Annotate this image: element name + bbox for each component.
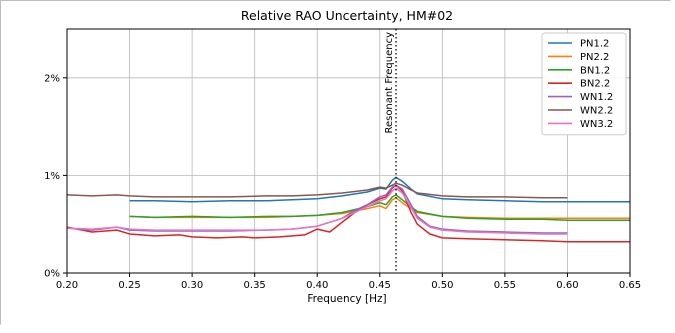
x-tick-label-9: 0.65 xyxy=(619,280,641,291)
x-tick-label-2: 0.30 xyxy=(181,280,203,291)
y-tick-label-1: 1% xyxy=(44,171,60,182)
legend: PN1.2 PN2.2 BN1.2 BN2.2 WN1.2 WN2.2 WN3.2 xyxy=(541,32,627,136)
y-tick-label-0: 0% xyxy=(44,269,60,280)
legend-label-wn2-2: WN2.2 xyxy=(580,106,613,117)
legend-label-bn1-2: BN1.2 xyxy=(580,65,610,76)
x-tick-label-7: 0.55 xyxy=(494,280,516,291)
series-line-wn3-2 xyxy=(66,187,568,235)
y-axis-ticks: 0% 1% 2% xyxy=(44,73,67,280)
series-line-wn1-2 xyxy=(66,184,568,234)
legend-label-bn2-2: BN2.2 xyxy=(580,79,610,90)
series-line-bn1-2 xyxy=(129,194,630,222)
series-line-wn2-2 xyxy=(66,182,568,199)
series-line-pn1-2 xyxy=(129,176,630,203)
x-tick-label-3: 0.35 xyxy=(244,280,266,291)
series-line-bn2-2 xyxy=(66,184,630,243)
chart-title: Relative RAO Uncertainty, HM#02 xyxy=(241,8,453,23)
x-tick-label-5: 0.45 xyxy=(369,280,391,291)
resonant-frequency-label: Resonant Frequency xyxy=(384,32,395,134)
y-tick-label-2: 2% xyxy=(44,73,60,84)
legend-label-pn1-2: PN1.2 xyxy=(580,39,609,50)
x-tick-label-6: 0.50 xyxy=(431,280,453,291)
x-tick-label-1: 0.25 xyxy=(118,280,140,291)
annotation: Resonant Frequency xyxy=(384,29,397,273)
legend-label-wn1-2: WN1.2 xyxy=(580,92,613,103)
series-lines xyxy=(66,176,630,243)
legend-label-wn3-2: WN3.2 xyxy=(580,119,613,130)
x-tick-label-0: 0.20 xyxy=(56,280,78,291)
x-axis-ticks: 0.20 0.25 0.30 0.35 0.40 0.45 0.50 0.55 0.60 0.65 xyxy=(56,273,641,291)
x-tick-label-8: 0.60 xyxy=(556,280,578,291)
x-axis-label: Frequency [Hz] xyxy=(307,293,386,305)
legend-label-pn2-2: PN2.2 xyxy=(580,52,609,63)
x-tick-label-4: 0.40 xyxy=(306,280,328,291)
plot-frame xyxy=(66,28,631,274)
